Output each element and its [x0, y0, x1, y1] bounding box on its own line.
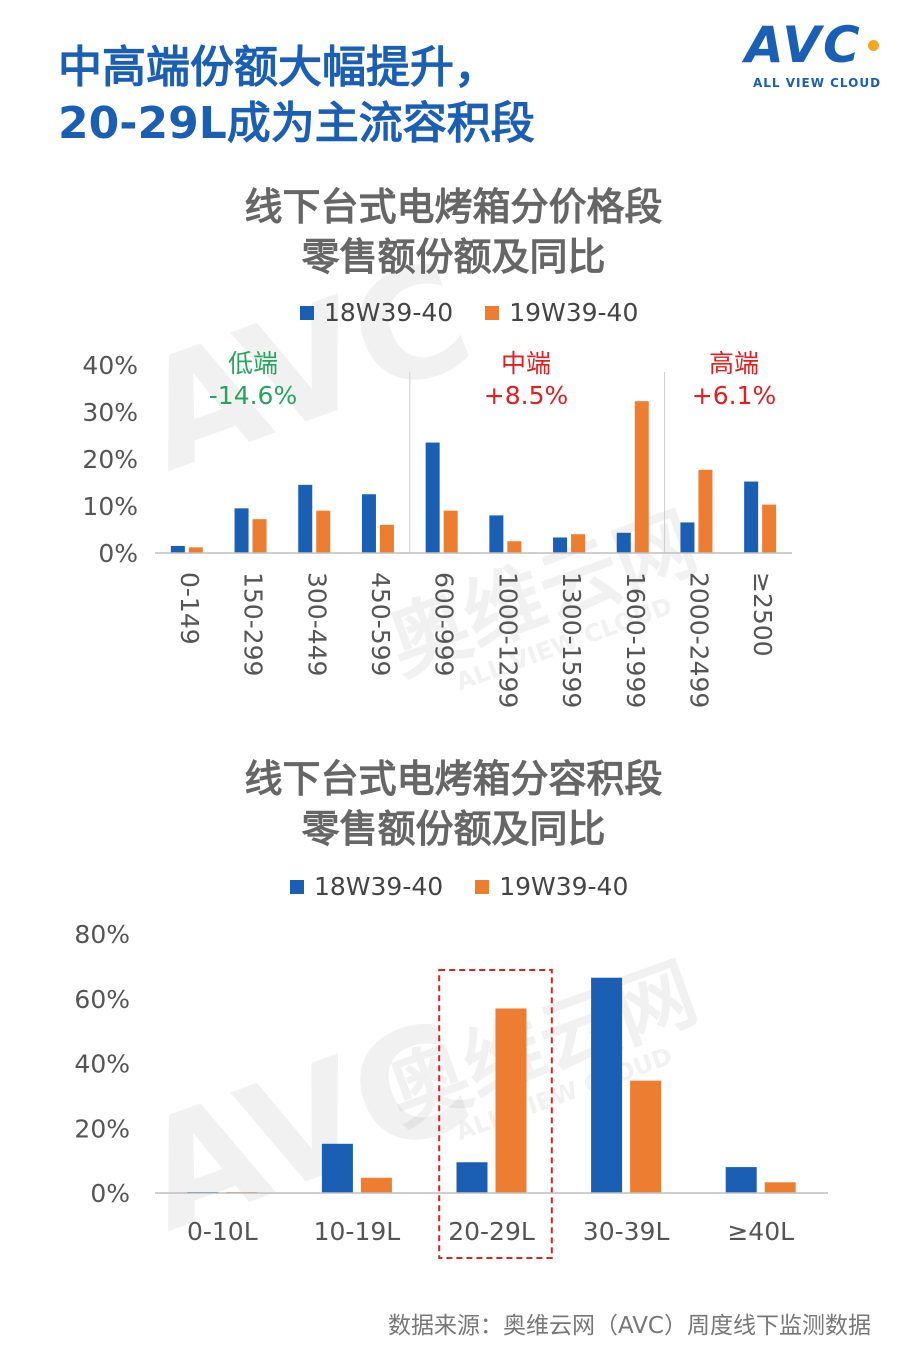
y-tick-label: 30% [82, 398, 138, 427]
bar [680, 522, 695, 553]
bar [698, 469, 713, 553]
bar [495, 1008, 527, 1193]
x-tick-label: ≥40L [727, 1217, 794, 1246]
chart-2-title: 线下台式电烤箱分容积段 零售额份额及同比 [0, 754, 907, 854]
chart-2-title-line-2: 零售额份额及同比 [301, 807, 606, 851]
bar [321, 1143, 353, 1193]
bar [379, 524, 394, 553]
chart-1-title: 线下台式电烤箱分价格段 零售额份额及同比 [0, 182, 907, 282]
legend-swatch-blue [290, 879, 304, 894]
capacity-segment-chart: 0% 20% 40% 60% 80% 0-10L 10-19L 20-29L 30-39L ≥40… [74, 920, 828, 1259]
bar [725, 1167, 757, 1193]
x-tick-label: 10-19L [314, 1217, 401, 1246]
logo-word: AVC [745, 16, 862, 74]
bar [762, 504, 777, 553]
legend-label: 18W39-40 [324, 298, 454, 327]
y-tick-label: 60% [74, 985, 130, 1014]
x-tick-label: 1600-1999 [621, 572, 650, 708]
bar [456, 1162, 488, 1193]
bar [360, 1177, 392, 1193]
x-tick-label: 30-39L [583, 1217, 670, 1246]
bar [425, 442, 440, 553]
bar [591, 977, 623, 1193]
chart-1-legend: 18W39-40 19W39-40 [300, 298, 670, 327]
bar [553, 537, 568, 553]
x-tick-label: ≥2500 [748, 572, 777, 657]
x-tick-label: 1300-1599 [557, 572, 586, 708]
x-tick-label: 20-29L [448, 1217, 535, 1246]
x-tick-label: 0-10L [187, 1217, 258, 1246]
chart-1-title-line-1: 线下台式电烤箱分价格段 [244, 185, 663, 229]
legend-label: 19W39-40 [509, 298, 639, 327]
bar [252, 519, 267, 553]
bar [316, 510, 331, 553]
segment-label: 中端 [501, 349, 551, 378]
legend-swatch-orange [485, 305, 500, 320]
x-tick-label: 450-599 [366, 572, 395, 676]
legend-label: 19W39-40 [499, 872, 629, 901]
x-tick-label: 1000-1299 [493, 572, 522, 708]
x-tick-label: 600-999 [430, 572, 459, 676]
chart-2-legend: 18W39-40 19W39-40 [290, 872, 660, 901]
legend-item-series-1: 18W39-40 [300, 298, 453, 327]
x-tick-label: 150-299 [239, 572, 268, 676]
bar [443, 510, 458, 553]
avc-logo: AVC ALL VIEW CLOUD [745, 18, 890, 96]
legend-label: 18W39-40 [314, 872, 444, 901]
legend-swatch-blue [300, 305, 314, 320]
y-tick-label: 0% [98, 539, 138, 568]
bar [630, 1080, 662, 1193]
x-tick-label: 2000-2499 [684, 572, 713, 708]
bar [298, 484, 313, 553]
bar [188, 547, 203, 553]
segment-label: 高端 [709, 349, 759, 378]
bar [616, 532, 631, 553]
y-tick-label: 40% [82, 351, 138, 380]
page-headline: 中高端份额大幅提升， 20-29L成为主流容积段 [58, 40, 535, 152]
bar [764, 1182, 796, 1193]
bar [744, 481, 759, 553]
bar [571, 534, 586, 553]
bar [170, 545, 185, 553]
y-tick-label: 80% [74, 920, 130, 949]
x-tick-label: 300-449 [302, 572, 331, 676]
headline-line-1: 中高端份额大幅提升， [58, 42, 498, 93]
bar [361, 494, 376, 553]
y-tick-label: 10% [82, 492, 138, 521]
chart-1-title-line-2: 零售额份额及同比 [301, 235, 606, 279]
segment-change: +8.5% [484, 381, 568, 410]
logo-subtitle: ALL VIEW CLOUD [753, 76, 882, 90]
segment-label: 低端 [228, 349, 278, 378]
legend-item-series-1: 18W39-40 [290, 872, 443, 901]
x-tick-label: 0-149 [175, 572, 204, 645]
y-tick-label: 20% [74, 1114, 130, 1143]
y-tick-label: 20% [82, 445, 138, 474]
bar [507, 541, 522, 553]
logo-dot [868, 40, 879, 51]
y-tick-label: 0% [90, 1179, 130, 1208]
data-source-note: 数据来源：奥维云网（AVC）周度线下监测数据 [387, 1313, 871, 1339]
segment-change: +6.1% [692, 381, 776, 410]
chart-2-title-line-1: 线下台式电烤箱分容积段 [244, 757, 663, 801]
bar [634, 401, 649, 553]
bar [489, 515, 504, 553]
segment-change: -14.6% [209, 381, 297, 410]
legend-item-series-2: 19W39-40 [475, 872, 628, 901]
headline-line-2: 20-29L成为主流容积段 [58, 98, 535, 149]
y-tick-label: 40% [74, 1050, 130, 1079]
price-segment-chart: 0% 10% 20% 30% 40% 低端 -14.6% 中端 +8.5% 高端 +6.1% 0-14… [82, 349, 792, 708]
bar [234, 508, 249, 553]
legend-item-series-2: 19W39-40 [485, 298, 638, 327]
legend-swatch-orange [475, 879, 490, 894]
